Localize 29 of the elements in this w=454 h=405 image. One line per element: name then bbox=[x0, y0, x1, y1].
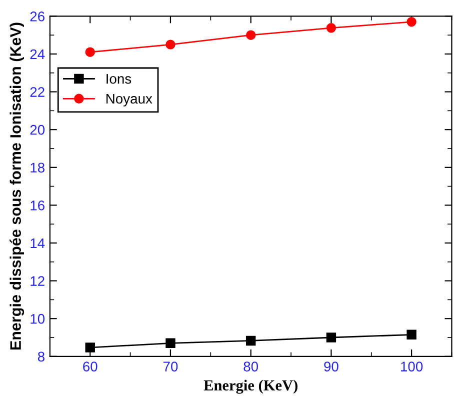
point bbox=[246, 336, 256, 346]
point bbox=[85, 47, 95, 57]
x-tick-label: 70 bbox=[163, 362, 178, 372]
y-tick-label: 8 bbox=[38, 352, 44, 362]
y-tick-label: 24 bbox=[30, 49, 45, 60]
x-axis-title: Energie (KeV) bbox=[204, 380, 298, 394]
point bbox=[246, 30, 256, 40]
x-tick-label: 100 bbox=[401, 362, 423, 372]
point bbox=[406, 330, 416, 340]
point bbox=[326, 332, 336, 342]
point bbox=[326, 23, 336, 33]
y-tick-label: 12 bbox=[30, 276, 44, 286]
point bbox=[85, 342, 95, 352]
x-tick-label: 90 bbox=[324, 362, 338, 372]
y-tick-label: 16 bbox=[30, 200, 44, 210]
legend-label: Noyaux bbox=[106, 94, 152, 106]
y-axis-title: Energie dissipée sous forme Ionisation (KeV) bbox=[10, 22, 24, 350]
y-tick-label: 14 bbox=[30, 238, 45, 248]
legend-label: Ions bbox=[106, 74, 132, 84]
y-tick-label: 22 bbox=[30, 87, 44, 97]
y-tick-label: 20 bbox=[30, 124, 45, 135]
x-tick-label: 60 bbox=[83, 362, 98, 372]
y-tick-label: 18 bbox=[30, 162, 44, 173]
y-tick-label: 26 bbox=[30, 12, 44, 22]
point bbox=[166, 40, 176, 50]
point bbox=[166, 338, 176, 348]
y-tick-label: 10 bbox=[30, 314, 45, 324]
point bbox=[406, 17, 416, 27]
x-tick-label: 80 bbox=[244, 362, 258, 372]
